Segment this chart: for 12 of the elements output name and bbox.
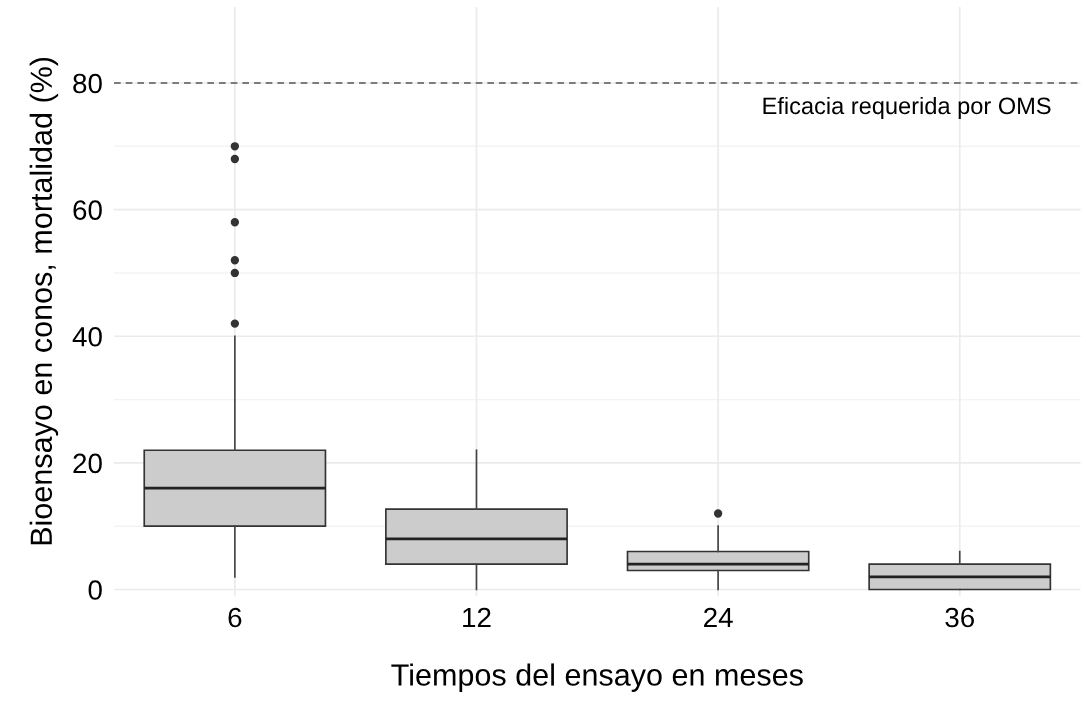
ref-line-label: Eficacia requerida por OMS (763, 96, 1051, 119)
x-axis-title: Tiempos del ensayo en meses (391, 663, 803, 692)
y-tick-label: 20 (73, 453, 102, 474)
y-tick-label: 40 (72, 326, 102, 347)
x-tick-label: 36 (945, 607, 974, 628)
y-tick-label: 80 (73, 73, 102, 94)
x-tick-label: 6 (228, 607, 242, 628)
y-tick-label: 60 (73, 200, 102, 220)
x-tick-label: 24 (704, 607, 733, 628)
x-tick-label: 12 (463, 607, 491, 628)
y-tick-label: 0 (88, 580, 102, 600)
y-axis-title: Bioensayo en conos, mortalidad (%) (29, 57, 59, 545)
